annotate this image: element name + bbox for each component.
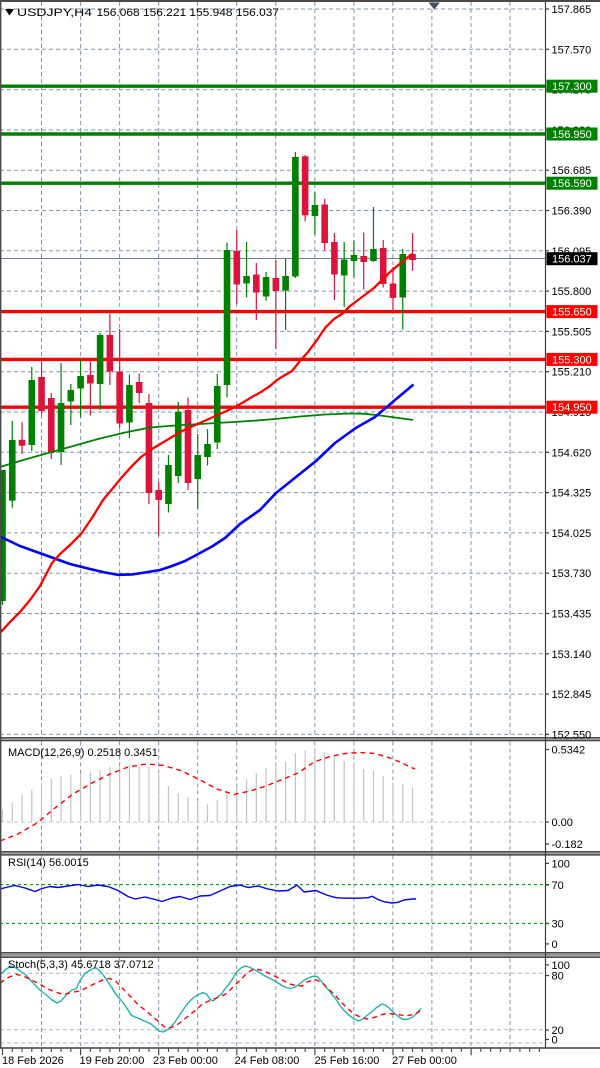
svg-text:154.950: 154.950 xyxy=(552,402,592,414)
svg-text:70: 70 xyxy=(552,880,564,892)
svg-text:155.300: 155.300 xyxy=(552,354,592,366)
svg-text:152.845: 152.845 xyxy=(552,689,592,701)
svg-text:156.590: 156.590 xyxy=(552,178,592,190)
svg-text:0.5342: 0.5342 xyxy=(552,745,586,757)
svg-text:100: 100 xyxy=(552,960,570,972)
svg-text:Stoch(5,3,3) 45.6718 37.0712: Stoch(5,3,3) 45.6718 37.0712 xyxy=(8,959,154,971)
svg-text:157.300: 157.300 xyxy=(552,81,592,93)
svg-text:153.140: 153.140 xyxy=(552,649,592,661)
svg-text:USDJPY,H4: USDJPY,H4 xyxy=(17,7,92,19)
svg-text:-0.182: -0.182 xyxy=(552,839,583,851)
svg-text:156.037: 156.037 xyxy=(552,254,592,266)
svg-text:100: 100 xyxy=(552,858,570,870)
svg-text:24 Feb 08:00: 24 Feb 08:00 xyxy=(235,1055,300,1067)
svg-text:25 Feb 16:00: 25 Feb 16:00 xyxy=(315,1055,380,1067)
svg-text:156.068 156.221 155.948 156.03: 156.068 156.221 155.948 156.037 xyxy=(97,7,280,19)
svg-text:MACD(12,26,9) 0.2518 0.3451: MACD(12,26,9) 0.2518 0.3451 xyxy=(8,747,158,759)
svg-text:156.390: 156.390 xyxy=(552,206,592,218)
svg-text:20: 20 xyxy=(552,1025,564,1037)
svg-text:156.950: 156.950 xyxy=(552,129,592,141)
svg-text:27 Feb 00:00: 27 Feb 00:00 xyxy=(392,1055,457,1067)
svg-text:154.620: 154.620 xyxy=(552,447,592,459)
svg-text:0: 0 xyxy=(552,939,558,951)
svg-text:19 Feb 20:00: 19 Feb 20:00 xyxy=(80,1055,145,1067)
svg-text:80: 80 xyxy=(552,971,564,983)
svg-text:157.865: 157.865 xyxy=(552,4,592,16)
svg-text:23 Feb 00:00: 23 Feb 00:00 xyxy=(153,1055,218,1067)
svg-text:0: 0 xyxy=(552,1035,558,1047)
svg-text:153.435: 153.435 xyxy=(552,609,592,621)
svg-text:30: 30 xyxy=(552,919,564,931)
svg-text:18 Feb 2026: 18 Feb 2026 xyxy=(2,1055,64,1067)
svg-text:RSI(14) 56.0015: RSI(14) 56.0015 xyxy=(8,857,89,869)
svg-text:154.325: 154.325 xyxy=(552,488,592,500)
svg-text:154.025: 154.025 xyxy=(552,528,592,540)
svg-text:156.095: 156.095 xyxy=(552,246,592,258)
svg-text:155.210: 155.210 xyxy=(552,367,592,379)
svg-text:155.800: 155.800 xyxy=(552,286,592,298)
svg-text:156.685: 156.685 xyxy=(552,165,592,177)
svg-text:155.505: 155.505 xyxy=(552,326,592,338)
svg-text:157.570: 157.570 xyxy=(552,44,592,56)
svg-text:0.00: 0.00 xyxy=(552,817,573,829)
svg-text:155.650: 155.650 xyxy=(552,307,592,319)
svg-text:153.730: 153.730 xyxy=(552,568,592,580)
svg-text:152.550: 152.550 xyxy=(552,729,592,741)
